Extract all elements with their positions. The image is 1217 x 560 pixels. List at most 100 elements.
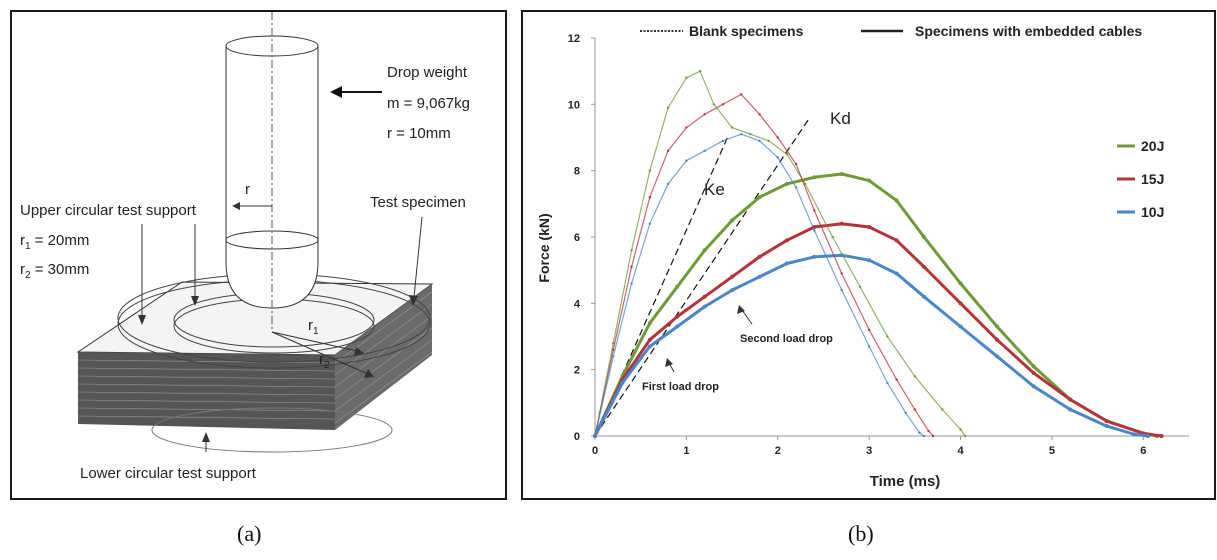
panel-b-chart: 0 1 2 3 4 5 6 0 2 4 6 8 10 12 20J 15J 10J Blank specime… bbox=[521, 10, 1216, 500]
data-point bbox=[703, 149, 706, 152]
data-point bbox=[648, 169, 652, 172]
data-point bbox=[784, 181, 789, 186]
data-point bbox=[776, 156, 779, 159]
legend-label-20j: 20J bbox=[1141, 138, 1164, 154]
x-tick-label: 3 bbox=[866, 445, 872, 457]
data-point bbox=[886, 335, 889, 338]
legend-label-15j: 15J bbox=[1141, 171, 1164, 187]
data-point bbox=[685, 76, 688, 80]
data-point bbox=[702, 294, 707, 299]
data-point bbox=[894, 198, 899, 203]
data-point bbox=[647, 344, 652, 349]
data-point bbox=[712, 103, 715, 106]
data-point bbox=[702, 248, 707, 253]
x-tick-label: 5 bbox=[1049, 445, 1055, 457]
data-point bbox=[921, 235, 926, 239]
data-point bbox=[1031, 370, 1036, 375]
caption-b: (b) bbox=[848, 521, 874, 546]
series-embedded-15j bbox=[593, 222, 1162, 438]
data-point bbox=[758, 139, 761, 143]
data-point bbox=[867, 328, 871, 332]
data-point bbox=[685, 159, 688, 162]
data-point bbox=[913, 375, 917, 378]
data-point bbox=[675, 284, 680, 289]
data-point bbox=[593, 434, 597, 438]
data-point bbox=[959, 428, 962, 431]
data-point bbox=[1104, 419, 1109, 424]
data-point bbox=[1031, 364, 1036, 369]
data-point bbox=[927, 429, 930, 433]
data-point bbox=[958, 301, 963, 306]
series-blank-20j bbox=[594, 70, 966, 437]
data-point bbox=[812, 254, 817, 259]
legend-label-10j: 10J bbox=[1141, 204, 1164, 220]
data-point bbox=[794, 162, 798, 166]
data-point bbox=[776, 136, 779, 139]
drop-weight-title: Drop weight bbox=[387, 64, 468, 81]
data-point bbox=[813, 229, 816, 232]
data-point bbox=[958, 324, 963, 329]
legend-embedded-label: Specimens with embedded cables bbox=[915, 23, 1142, 39]
annotation-kd: Kd bbox=[830, 109, 851, 128]
data-point bbox=[630, 265, 633, 269]
data-point bbox=[1104, 424, 1109, 429]
data-point bbox=[858, 285, 862, 288]
x-tick-label: 2 bbox=[775, 445, 781, 457]
data-point bbox=[958, 281, 963, 286]
data-point bbox=[666, 106, 670, 109]
data-point bbox=[1132, 432, 1137, 437]
data-point bbox=[913, 408, 917, 411]
data-point bbox=[1159, 434, 1164, 438]
data-point bbox=[648, 196, 652, 199]
data-point bbox=[784, 261, 789, 266]
data-point bbox=[867, 225, 872, 230]
data-point bbox=[721, 139, 725, 143]
data-point bbox=[840, 288, 843, 292]
data-point bbox=[894, 271, 899, 276]
series-embedded-20j bbox=[593, 172, 1158, 438]
data-point bbox=[785, 152, 789, 156]
y-tick-label: 4 bbox=[574, 298, 581, 310]
annotation-first-drop: First load drop bbox=[642, 381, 719, 393]
legend-blank-label: Blank specimens bbox=[689, 23, 804, 39]
data-point bbox=[894, 238, 899, 243]
data-point bbox=[675, 314, 680, 319]
x-tick-label: 1 bbox=[683, 445, 689, 457]
stiffness-lines bbox=[594, 117, 811, 437]
panel-a-diagram: r Drop weight m = 9,067kg r = 10mm Upper… bbox=[10, 10, 507, 500]
data-point bbox=[922, 434, 926, 438]
data-point bbox=[730, 274, 735, 279]
data-point bbox=[612, 341, 615, 345]
data-point bbox=[612, 348, 615, 351]
x-tick-label: 4 bbox=[957, 445, 964, 457]
data-point bbox=[675, 324, 680, 329]
data-point bbox=[721, 103, 725, 106]
data-point bbox=[839, 221, 844, 226]
data-point bbox=[703, 113, 706, 116]
data-point bbox=[647, 321, 652, 326]
data-point bbox=[698, 69, 702, 73]
data-point bbox=[757, 254, 762, 259]
data-point bbox=[1031, 384, 1036, 389]
data-point bbox=[995, 337, 1000, 342]
data-point bbox=[749, 132, 752, 136]
data-point bbox=[921, 264, 926, 269]
data-point bbox=[867, 345, 871, 348]
test-specimen-label: Test specimen bbox=[370, 194, 466, 211]
data-point bbox=[612, 355, 615, 358]
data-point bbox=[666, 182, 670, 186]
data-point bbox=[740, 132, 743, 136]
data-point bbox=[941, 408, 944, 411]
data-point bbox=[730, 218, 735, 223]
y-tick-label: 8 bbox=[574, 166, 580, 178]
data-point bbox=[630, 249, 633, 252]
data-point bbox=[758, 113, 761, 116]
data-point bbox=[630, 282, 633, 285]
data-point bbox=[931, 434, 935, 438]
y-tick-label: 0 bbox=[574, 431, 580, 443]
data-point bbox=[867, 258, 872, 263]
data-point bbox=[1145, 434, 1150, 438]
chart-legend: 20J 15J 10J bbox=[1117, 138, 1164, 220]
